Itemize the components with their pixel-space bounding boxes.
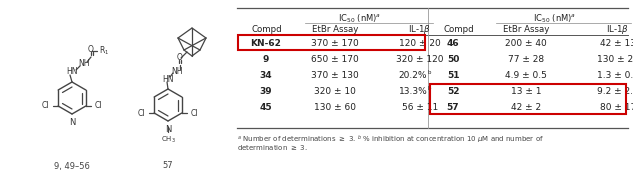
Text: N: N: [69, 118, 75, 127]
Text: Compd: Compd: [443, 24, 473, 33]
Text: Cl: Cl: [42, 102, 49, 111]
Text: 130 ± 60: 130 ± 60: [314, 102, 356, 111]
Text: 4.9 ± 0.5: 4.9 ± 0.5: [505, 71, 547, 80]
Text: 1.3 ± 0.4: 1.3 ± 0.4: [597, 71, 633, 80]
Text: 39: 39: [260, 87, 272, 96]
Text: HN: HN: [162, 75, 173, 84]
Text: EtBr Assay: EtBr Assay: [312, 24, 358, 33]
Text: Cl: Cl: [95, 102, 103, 111]
Text: 9: 9: [263, 55, 269, 64]
Text: Cl: Cl: [191, 109, 198, 118]
Text: O: O: [177, 53, 183, 62]
Text: 57: 57: [447, 102, 460, 111]
Text: 20.2%: 20.2%: [399, 71, 427, 80]
Text: O: O: [88, 46, 94, 55]
Bar: [430, 84, 626, 114]
Text: 13 ± 1: 13 ± 1: [511, 87, 541, 96]
Text: 46: 46: [447, 39, 460, 48]
Text: 52: 52: [447, 87, 460, 96]
Text: 77 ± 28: 77 ± 28: [508, 55, 544, 64]
Text: 130 ± 20: 130 ± 20: [597, 55, 633, 64]
Text: 13.3%: 13.3%: [399, 87, 427, 96]
Text: 320 ± 10: 320 ± 10: [314, 87, 356, 96]
Text: CH$_3$: CH$_3$: [161, 135, 175, 145]
Text: 56 ± 11: 56 ± 11: [402, 102, 438, 111]
Text: 9, 49–56: 9, 49–56: [54, 161, 90, 170]
Text: HN: HN: [66, 68, 78, 76]
Text: EtBr Assay: EtBr Assay: [503, 24, 549, 33]
Text: KN-62: KN-62: [251, 39, 282, 48]
Text: NH: NH: [172, 66, 183, 75]
Text: 45: 45: [260, 102, 272, 111]
Text: 42 ± 2: 42 ± 2: [511, 102, 541, 111]
Text: 650 ± 170: 650 ± 170: [311, 55, 359, 64]
Text: NH: NH: [78, 60, 90, 69]
Text: determination $\geq$ 3.: determination $\geq$ 3.: [237, 143, 308, 152]
Text: 320 ± 120: 320 ± 120: [396, 55, 444, 64]
Text: R$_1$: R$_1$: [99, 45, 110, 57]
Text: Cl: Cl: [137, 109, 145, 118]
Text: Compd: Compd: [252, 24, 282, 33]
Text: IL-1$\beta$: IL-1$\beta$: [408, 22, 432, 35]
Text: 370 ± 170: 370 ± 170: [311, 39, 359, 48]
Text: IL-1$\beta$: IL-1$\beta$: [606, 22, 630, 35]
Text: N: N: [165, 125, 171, 134]
Text: 51: 51: [447, 71, 460, 80]
Text: 57: 57: [163, 161, 173, 170]
Bar: [238, 35, 425, 50]
Text: 120 ± 20: 120 ± 20: [399, 39, 441, 48]
Text: IC$_{50}$ (nM)$^{a}$: IC$_{50}$ (nM)$^{a}$: [339, 13, 382, 25]
Text: 34: 34: [260, 71, 272, 80]
Text: $^{a}$ Number of determinations $\geq$ 3. $^{b}$ % inhibition at concentration 1: $^{a}$ Number of determinations $\geq$ 3…: [237, 134, 544, 146]
Text: 50: 50: [447, 55, 459, 64]
Text: 9.2 ± 2.4: 9.2 ± 2.4: [597, 87, 633, 96]
Text: 370 ± 130: 370 ± 130: [311, 71, 359, 80]
Text: 200 ± 40: 200 ± 40: [505, 39, 547, 48]
Text: b: b: [427, 86, 430, 91]
Text: 42 ± 13: 42 ± 13: [600, 39, 633, 48]
Text: IC$_{50}$ (nM)$^{a}$: IC$_{50}$ (nM)$^{a}$: [533, 13, 576, 25]
Text: b: b: [427, 69, 430, 75]
Text: 80 ± 17: 80 ± 17: [600, 102, 633, 111]
